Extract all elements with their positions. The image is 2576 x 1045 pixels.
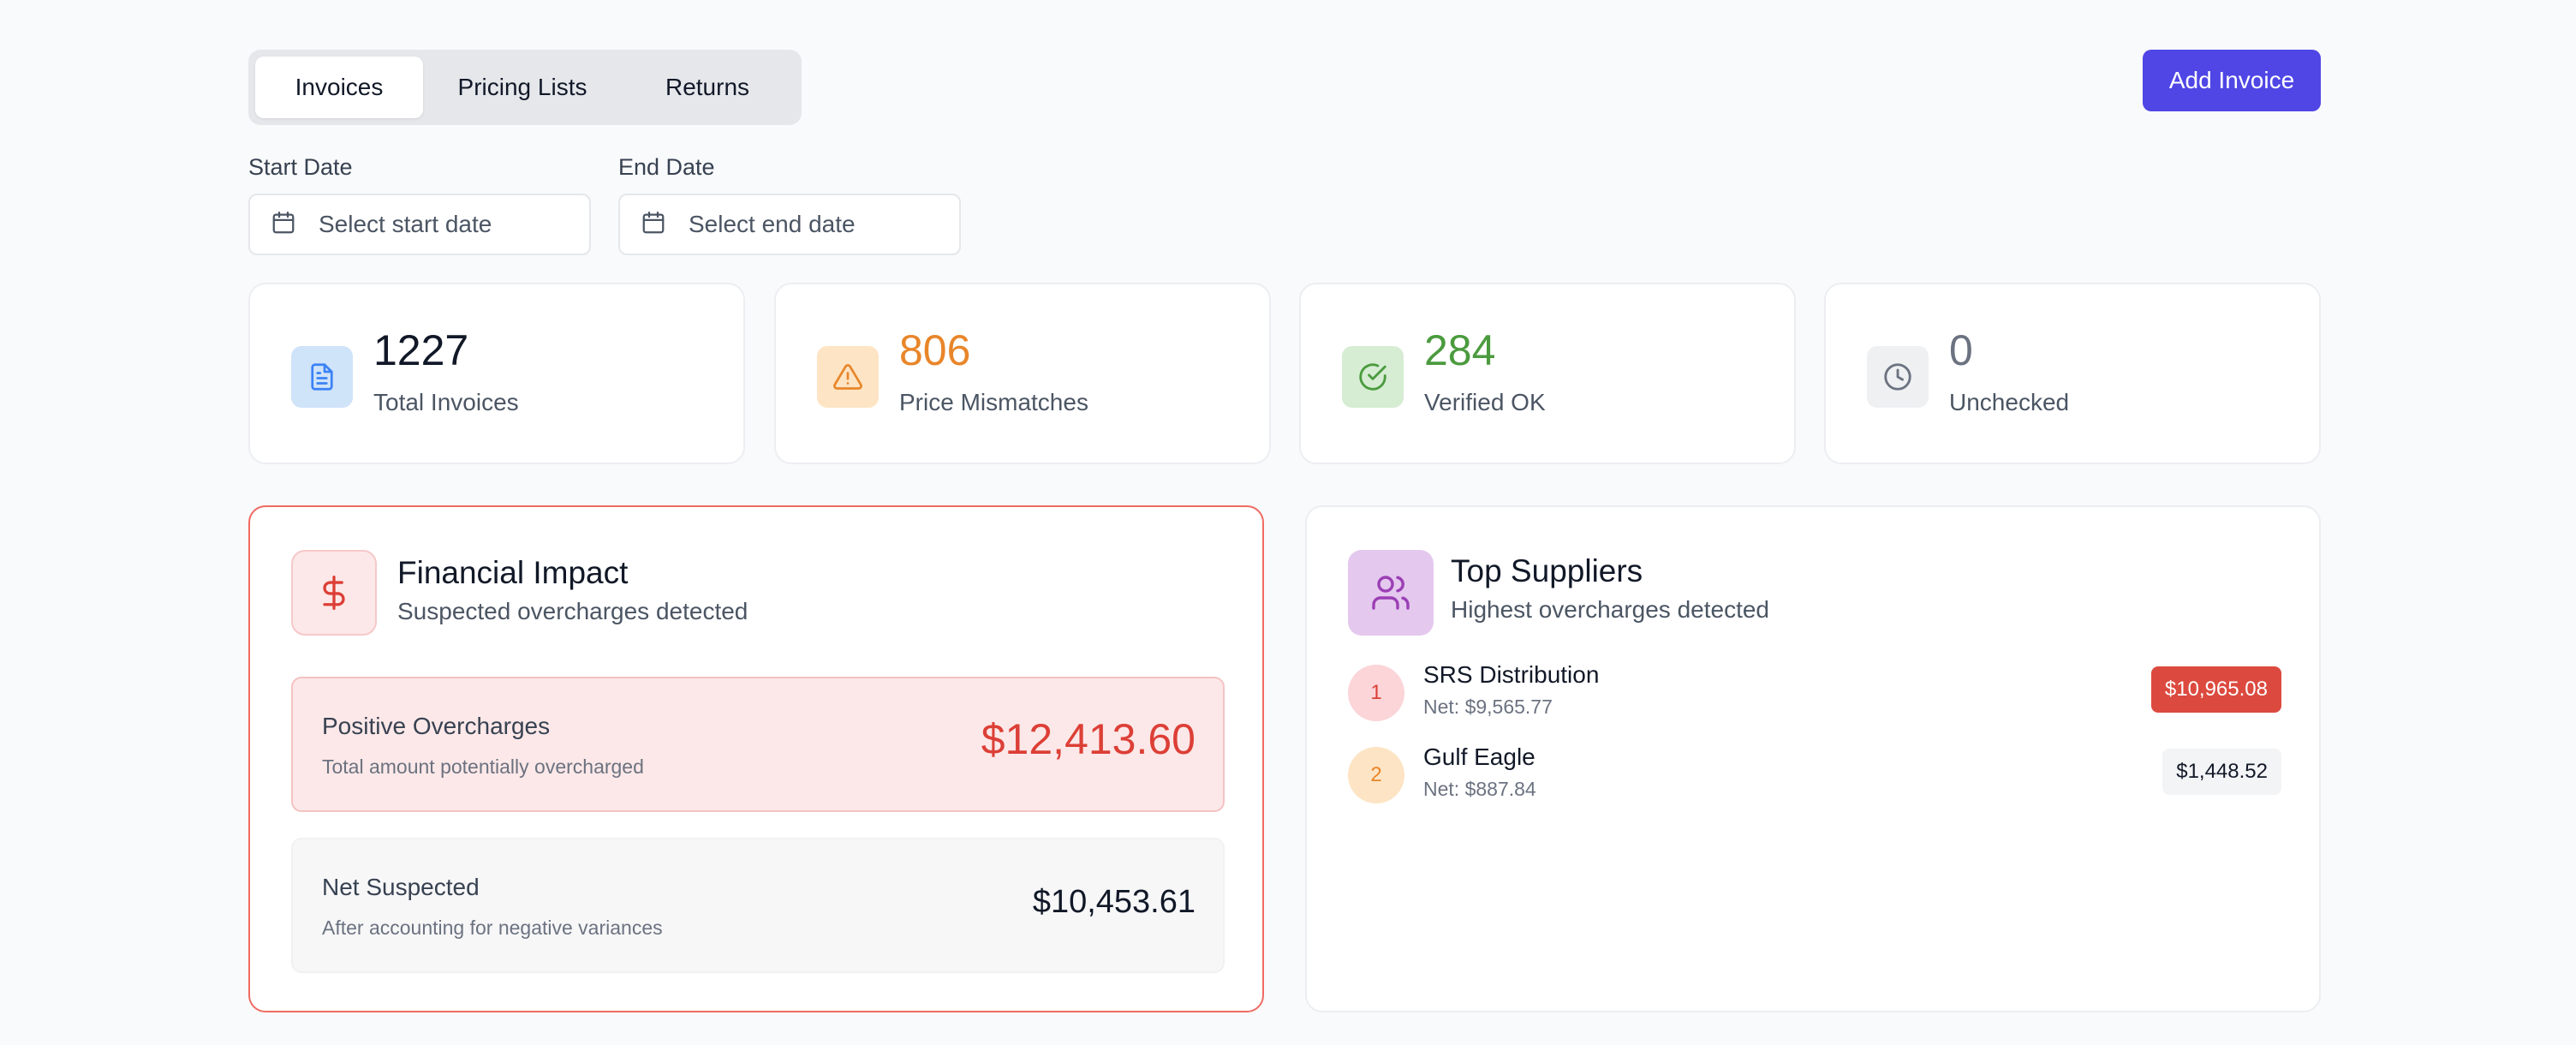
stat-card-verified-ok: 284 Verified OK bbox=[1299, 283, 1796, 464]
financial-impact-panel: Financial Impact Suspected overcharges d… bbox=[248, 505, 1264, 1012]
stat-value: 284 bbox=[1424, 326, 1496, 374]
rank-badge: 2 bbox=[1348, 747, 1404, 803]
positive-overcharges-box: Positive Overcharges Total amount potent… bbox=[291, 677, 1225, 812]
calendar-icon bbox=[271, 210, 296, 240]
positive-overcharges-amount: $12,413.60 bbox=[981, 715, 1196, 763]
panel-subtitle: Highest overcharges detected bbox=[1451, 596, 1769, 623]
list-item[interactable]: 2 Gulf Eagle Net: $887.84 $1,448.52 bbox=[1348, 743, 2281, 805]
supplier-name: SRS Distribution bbox=[1423, 661, 1600, 688]
positive-overcharges-subtitle: Total amount potentially overcharged bbox=[322, 755, 644, 778]
overcharge-badge: $10,965.08 bbox=[2150, 666, 2281, 713]
users-icon bbox=[1348, 550, 1434, 636]
view-tabs: Invoices Pricing Lists Returns bbox=[248, 50, 802, 125]
end-date-label: End Date bbox=[618, 154, 715, 180]
overcharge-badge: $1,448.52 bbox=[2162, 749, 2281, 795]
end-date-filter: End Date Select end date bbox=[618, 154, 961, 255]
check-circle-icon bbox=[1342, 346, 1404, 408]
add-invoice-button[interactable]: Add Invoice bbox=[2143, 50, 2321, 111]
list-item[interactable]: 1 SRS Distribution Net: $9,565.77 $10,96… bbox=[1348, 661, 2281, 723]
stat-label: Unchecked bbox=[1949, 389, 2070, 415]
document-icon bbox=[291, 346, 353, 408]
stat-value: 0 bbox=[1949, 326, 1973, 374]
start-date-placeholder: Select start date bbox=[319, 211, 492, 237]
panel-subtitle: Suspected overcharges detected bbox=[397, 598, 748, 624]
stat-label: Verified OK bbox=[1424, 389, 1546, 415]
stat-label: Price Mismatches bbox=[899, 389, 1088, 415]
tab-pricing-lists[interactable]: Pricing Lists bbox=[457, 74, 587, 100]
top-suppliers-panel: Top Suppliers Highest overcharges detect… bbox=[1305, 505, 2321, 1012]
end-date-input[interactable]: Select end date bbox=[618, 194, 961, 255]
stat-value: 806 bbox=[899, 326, 971, 374]
dollar-icon bbox=[291, 550, 377, 636]
net-suspected-subtitle: After accounting for negative variances bbox=[322, 917, 663, 939]
panel-title: Top Suppliers bbox=[1451, 553, 1643, 588]
tab-returns[interactable]: Returns bbox=[665, 74, 750, 100]
start-date-filter: Start Date Select start date bbox=[248, 154, 591, 255]
positive-overcharges-title: Positive Overcharges bbox=[322, 713, 551, 739]
calendar-icon bbox=[641, 210, 666, 240]
rank-badge: 1 bbox=[1348, 665, 1404, 721]
end-date-placeholder: Select end date bbox=[689, 211, 856, 237]
supplier-name: Gulf Eagle bbox=[1423, 743, 1535, 770]
panel-title: Financial Impact bbox=[397, 555, 629, 590]
start-date-input[interactable]: Select start date bbox=[248, 194, 591, 255]
net-suspected-amount: $10,453.61 bbox=[1032, 884, 1196, 920]
supplier-net: Net: $887.84 bbox=[1423, 778, 1536, 800]
stat-value: 1227 bbox=[373, 326, 469, 374]
stat-card-total-invoices: 1227 Total Invoices bbox=[248, 283, 745, 464]
warning-icon bbox=[817, 346, 879, 408]
tab-invoices[interactable]: Invoices bbox=[255, 57, 423, 118]
supplier-net: Net: $9,565.77 bbox=[1423, 696, 1553, 718]
clock-icon bbox=[1867, 346, 1929, 408]
start-date-label: Start Date bbox=[248, 154, 353, 180]
net-suspected-title: Net Suspected bbox=[322, 874, 480, 900]
stat-card-unchecked: 0 Unchecked bbox=[1824, 283, 2321, 464]
stat-card-price-mismatches: 806 Price Mismatches bbox=[774, 283, 1271, 464]
net-suspected-box: Net Suspected After accounting for negat… bbox=[291, 838, 1225, 973]
stat-label: Total Invoices bbox=[373, 389, 519, 415]
